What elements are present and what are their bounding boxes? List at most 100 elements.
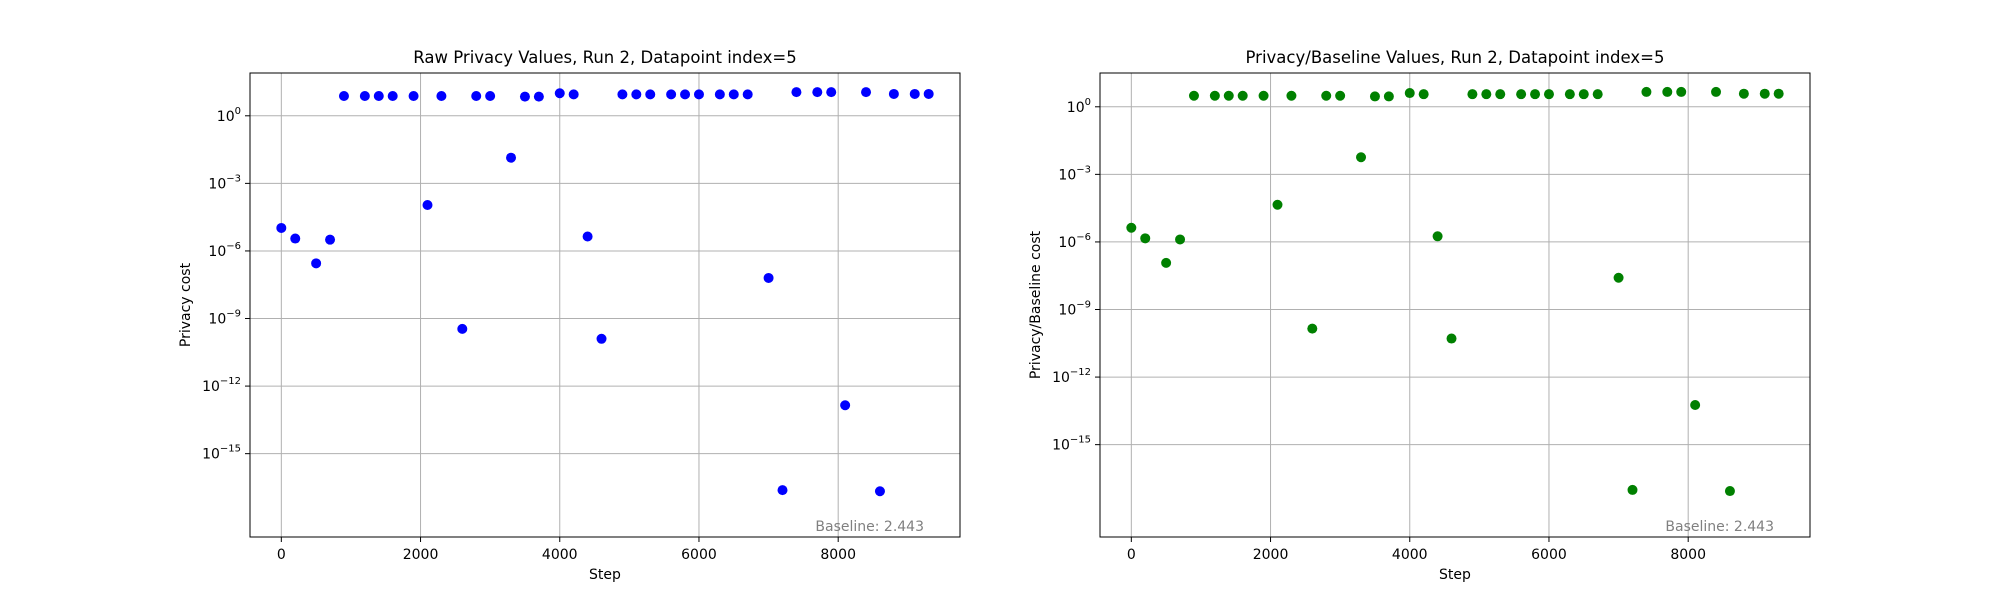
- data-point: [1258, 90, 1269, 101]
- grid-lines: [250, 73, 960, 537]
- x-tick-label: 2000: [403, 547, 439, 563]
- data-point: [325, 234, 336, 245]
- y-tick-label: 10−12: [202, 376, 241, 395]
- chart-privacy-baseline: 0 2000 4000 6000 8000 10010−310−610−910−1210…: [1028, 48, 1811, 583]
- baseline-annotation: Baseline: 2.443: [1665, 519, 1774, 535]
- data-point: [1237, 90, 1248, 101]
- data-point: [1140, 233, 1151, 244]
- x-tick-label: 6000: [681, 547, 717, 563]
- data-point: [1175, 234, 1186, 245]
- data-point: [1286, 90, 1297, 101]
- data-point: [874, 486, 885, 497]
- x-ticks: 0 2000 4000 6000 8000: [1127, 537, 1706, 563]
- data-point: [1759, 88, 1770, 99]
- data-point: [290, 233, 301, 244]
- data-point: [1126, 222, 1137, 233]
- y-tick-label: 10−6: [1058, 232, 1091, 251]
- y-axis-label: Privacy/Baseline cost: [1028, 230, 1044, 379]
- data-point: [1592, 89, 1603, 100]
- y-tick-label: 10−6: [208, 241, 241, 260]
- data-point: [1690, 400, 1701, 411]
- data-point: [742, 89, 753, 100]
- y-tick-label: 10−3: [208, 173, 241, 192]
- data-point: [1495, 89, 1506, 100]
- y-axis-label: Privacy cost: [178, 262, 194, 347]
- data-point: [909, 88, 920, 99]
- y-ticks: 100 10−3 10−6 10−9 10−12 10−15: [202, 106, 250, 463]
- data-point: [1516, 89, 1527, 100]
- data-point: [1446, 333, 1457, 344]
- data-point: [791, 87, 802, 98]
- data-point: [1543, 89, 1554, 100]
- x-tick-label: 8000: [820, 547, 856, 563]
- data-point: [1564, 89, 1575, 100]
- data-point: [1161, 257, 1172, 268]
- data-point: [826, 87, 837, 98]
- y-tick-label: 10−3: [1058, 164, 1091, 183]
- x-axis-label: Step: [1439, 567, 1471, 583]
- data-point: [1738, 88, 1749, 99]
- data-point: [861, 87, 872, 98]
- chart-raw-privacy: 0 2000 4000 6000 8000 10010−310−610−910−1210…: [178, 48, 961, 583]
- data-point: [1335, 90, 1346, 101]
- data-point: [1530, 89, 1541, 100]
- data-point: [1188, 90, 1199, 101]
- data-point: [1383, 91, 1394, 102]
- x-tick-label: 4000: [542, 547, 578, 563]
- data-point: [568, 89, 579, 100]
- x-tick-label: 6000: [1531, 547, 1567, 563]
- data-point: [1356, 152, 1367, 163]
- data-point: [763, 272, 774, 283]
- data-point: [471, 90, 482, 101]
- data-point: [666, 89, 677, 100]
- data-point: [1369, 91, 1380, 102]
- data-point: [1321, 90, 1332, 101]
- data-point: [457, 323, 468, 334]
- y-tick-label: 100: [217, 106, 241, 125]
- data-point: [311, 258, 322, 269]
- chart-title: Raw Privacy Values, Run 2, Datapoint ind…: [413, 48, 796, 67]
- data-point: [1773, 88, 1784, 99]
- data-point: [1418, 89, 1429, 100]
- plot-frame: [249, 72, 961, 538]
- data-point: [1307, 323, 1318, 334]
- chart-title: Privacy/Baseline Values, Run 2, Datapoin…: [1246, 48, 1665, 67]
- data-point: [408, 90, 419, 101]
- data-point: [1404, 88, 1415, 99]
- x-tick-label: 4000: [1392, 547, 1428, 563]
- x-tick-label: 8000: [1670, 547, 1706, 563]
- y-tick-label: 10−15: [1052, 435, 1091, 454]
- data-point: [359, 90, 370, 101]
- data-point: [276, 222, 287, 233]
- data-point: [506, 152, 517, 163]
- data-point: [888, 88, 899, 99]
- data-point: [645, 89, 656, 100]
- plot-frame: [1099, 72, 1811, 538]
- data-point: [422, 199, 433, 210]
- y-tick-label: 10−9: [1058, 300, 1091, 319]
- data-point: [1641, 86, 1652, 97]
- data-point: [840, 400, 851, 411]
- data-point: [714, 89, 725, 100]
- data-points: [276, 87, 934, 497]
- data-point: [533, 91, 544, 102]
- data-point: [1662, 86, 1673, 97]
- data-point: [373, 90, 384, 101]
- data-point: [436, 90, 447, 101]
- data-point: [693, 89, 704, 100]
- x-axis-label: Step: [589, 567, 621, 583]
- data-point: [1627, 484, 1638, 495]
- data-point: [1613, 272, 1624, 283]
- data-point: [1676, 86, 1687, 97]
- y-ticks: 100 10−3 10−6 10−9 10−12 10−15: [1052, 97, 1100, 454]
- data-point: [1578, 89, 1589, 100]
- y-tick-label: 10−15: [202, 444, 241, 463]
- data-point: [1711, 86, 1722, 97]
- x-ticks: 0 2000 4000 6000 8000: [277, 537, 856, 563]
- data-point: [519, 91, 530, 102]
- x-tick-label: 2000: [1253, 547, 1289, 563]
- grid-lines: [1100, 73, 1810, 537]
- data-point: [777, 485, 788, 496]
- data-point: [1481, 89, 1492, 100]
